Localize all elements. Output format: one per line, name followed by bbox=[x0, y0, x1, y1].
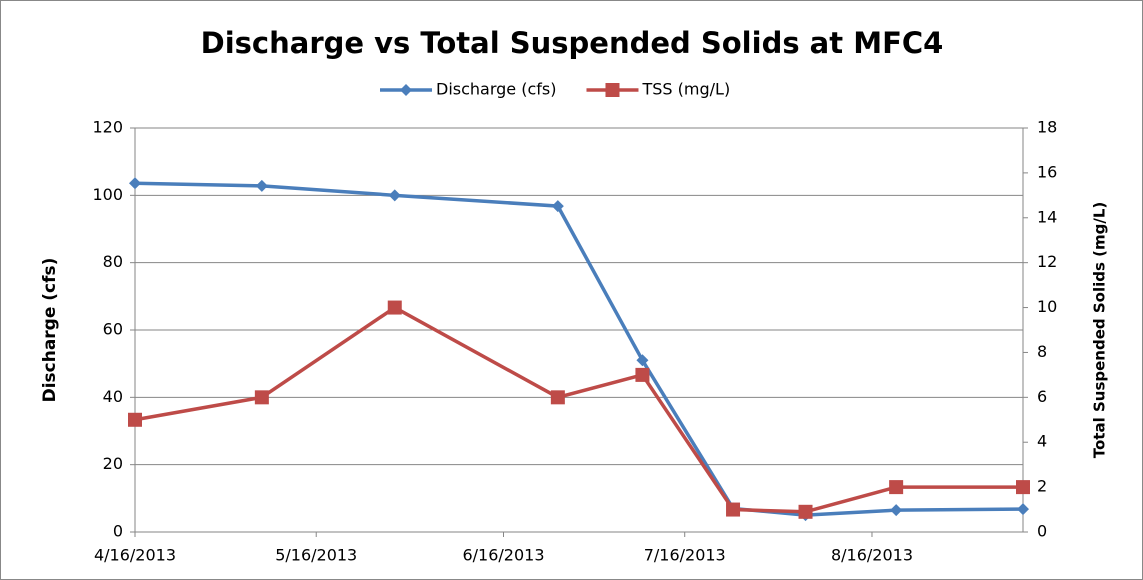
x-tick-label: 4/16/2013 bbox=[94, 546, 176, 565]
y2-tick-label: 2 bbox=[1037, 477, 1047, 496]
point-marker bbox=[129, 177, 141, 190]
y-tick-label: 120 bbox=[92, 118, 123, 137]
point-marker bbox=[726, 502, 741, 517]
point-marker bbox=[550, 390, 565, 405]
point-marker bbox=[254, 390, 269, 405]
legend-label: Discharge (cfs) bbox=[436, 80, 556, 99]
point-marker bbox=[635, 367, 650, 382]
point-marker bbox=[636, 354, 649, 367]
y2-tick-label: 4 bbox=[1037, 432, 1047, 451]
y-axis-label: Discharge (cfs) bbox=[40, 258, 60, 403]
y2-tick-label: 12 bbox=[1037, 252, 1057, 271]
y2-tick-label: 14 bbox=[1037, 207, 1057, 226]
x-tick-label: 6/16/2013 bbox=[462, 546, 544, 565]
point-marker bbox=[890, 504, 903, 517]
y2-axis-label: Total Suspended Solids (mg/L) bbox=[1091, 202, 1109, 458]
point-marker bbox=[1016, 480, 1030, 495]
point-marker bbox=[388, 189, 401, 202]
point-marker bbox=[400, 84, 412, 96]
y2-tick-label: 18 bbox=[1037, 118, 1057, 137]
x-tick-label: 5/16/2013 bbox=[275, 546, 357, 565]
y-tick-label: 60 bbox=[103, 320, 123, 339]
y-tick-label: 100 bbox=[92, 185, 123, 204]
y2-tick-label: 10 bbox=[1037, 297, 1057, 316]
y-tick-label: 20 bbox=[103, 454, 123, 473]
x-tick-label: 8/16/2013 bbox=[831, 546, 913, 565]
point-marker bbox=[387, 300, 402, 315]
point-marker bbox=[551, 200, 564, 213]
point-marker bbox=[889, 480, 904, 495]
y-tick-label: 40 bbox=[103, 387, 123, 406]
y2-tick-label: 6 bbox=[1037, 387, 1047, 406]
x-tick-label: 7/16/2013 bbox=[644, 546, 726, 565]
point-marker bbox=[128, 412, 142, 427]
legend-label: TSS (mg/L) bbox=[641, 80, 730, 99]
y-tick-label: 80 bbox=[103, 252, 123, 271]
y2-tick-label: 16 bbox=[1037, 162, 1057, 181]
y2-tick-label: 0 bbox=[1037, 522, 1047, 541]
y-tick-label: 0 bbox=[113, 522, 123, 541]
point-marker bbox=[798, 504, 813, 519]
chart-title: Discharge vs Total Suspended Solids at M… bbox=[201, 26, 944, 60]
point-marker bbox=[255, 179, 268, 192]
point-marker bbox=[605, 83, 620, 97]
y2-tick-label: 8 bbox=[1037, 342, 1047, 361]
point-marker bbox=[1017, 503, 1029, 516]
